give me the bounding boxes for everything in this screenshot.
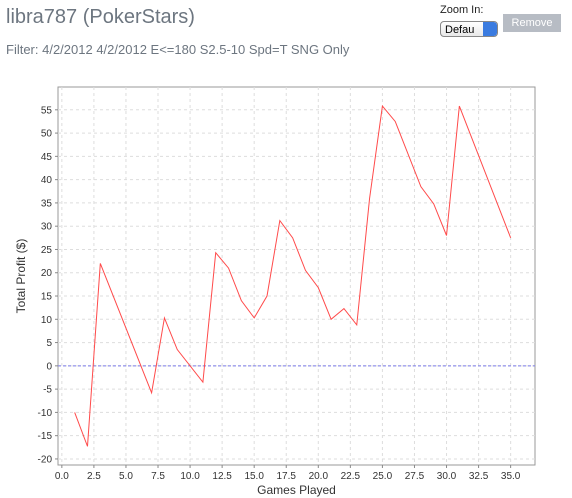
x-tick-label: 7.5	[151, 471, 165, 482]
x-tick-label: 17.5	[277, 471, 297, 482]
x-tick-label: 0.0	[55, 471, 69, 482]
page-title: libra787 (PokerStars)	[6, 6, 195, 28]
y-tick-label: 35	[41, 198, 53, 209]
zoom-select[interactable]: Defau	[440, 21, 498, 37]
y-axis-label: Total Profit ($)	[14, 239, 28, 314]
remove-button[interactable]: Remove	[503, 14, 561, 32]
y-tick-label: -20	[38, 454, 53, 465]
x-tick-label: 10.0	[180, 471, 200, 482]
y-tick-label: 0	[46, 361, 52, 372]
x-tick-label: 27.5	[405, 471, 425, 482]
line-series	[74, 104, 512, 447]
y-tick-label: 5	[46, 338, 52, 349]
y-tick-label: 20	[41, 268, 53, 279]
zoom-label: Zoom In:	[440, 4, 484, 16]
x-tick-label: 15.0	[244, 471, 264, 482]
y-tick-label: 10	[41, 315, 53, 326]
x-tick-label: 35.0	[501, 471, 521, 482]
y-tick-label: -10	[38, 408, 53, 419]
y-tick-label: -5	[43, 385, 52, 396]
x-axis-label: Games Played	[257, 483, 336, 497]
x-tick-label: 25.0	[373, 471, 393, 482]
x-tick-label: 5.0	[119, 471, 133, 482]
y-tick-label: 45	[41, 152, 53, 163]
select-arrow	[483, 22, 497, 36]
x-tick-label: 12.5	[212, 471, 232, 482]
select-value: Defau	[445, 24, 475, 36]
y-tick-label: 40	[41, 175, 53, 186]
filter-text: Filter: 4/2/2012 4/2/2012 E<=180 S2.5-10…	[6, 42, 350, 57]
y-tick-label: 15	[41, 292, 53, 303]
y-tick-label: 30	[41, 222, 53, 233]
y-tick-label: 55	[41, 105, 53, 116]
y-tick-label: 25	[41, 245, 53, 256]
x-tick-label: 32.5	[469, 471, 489, 482]
x-tick-label: 2.5	[87, 471, 101, 482]
y-tick-label: -15	[38, 431, 53, 442]
y-tick-label: 50	[41, 129, 53, 140]
x-tick-label: 22.5	[341, 471, 361, 482]
x-tick-label: 30.0	[437, 471, 457, 482]
plot-area	[57, 86, 536, 466]
x-tick-label: 20.0	[309, 471, 329, 482]
